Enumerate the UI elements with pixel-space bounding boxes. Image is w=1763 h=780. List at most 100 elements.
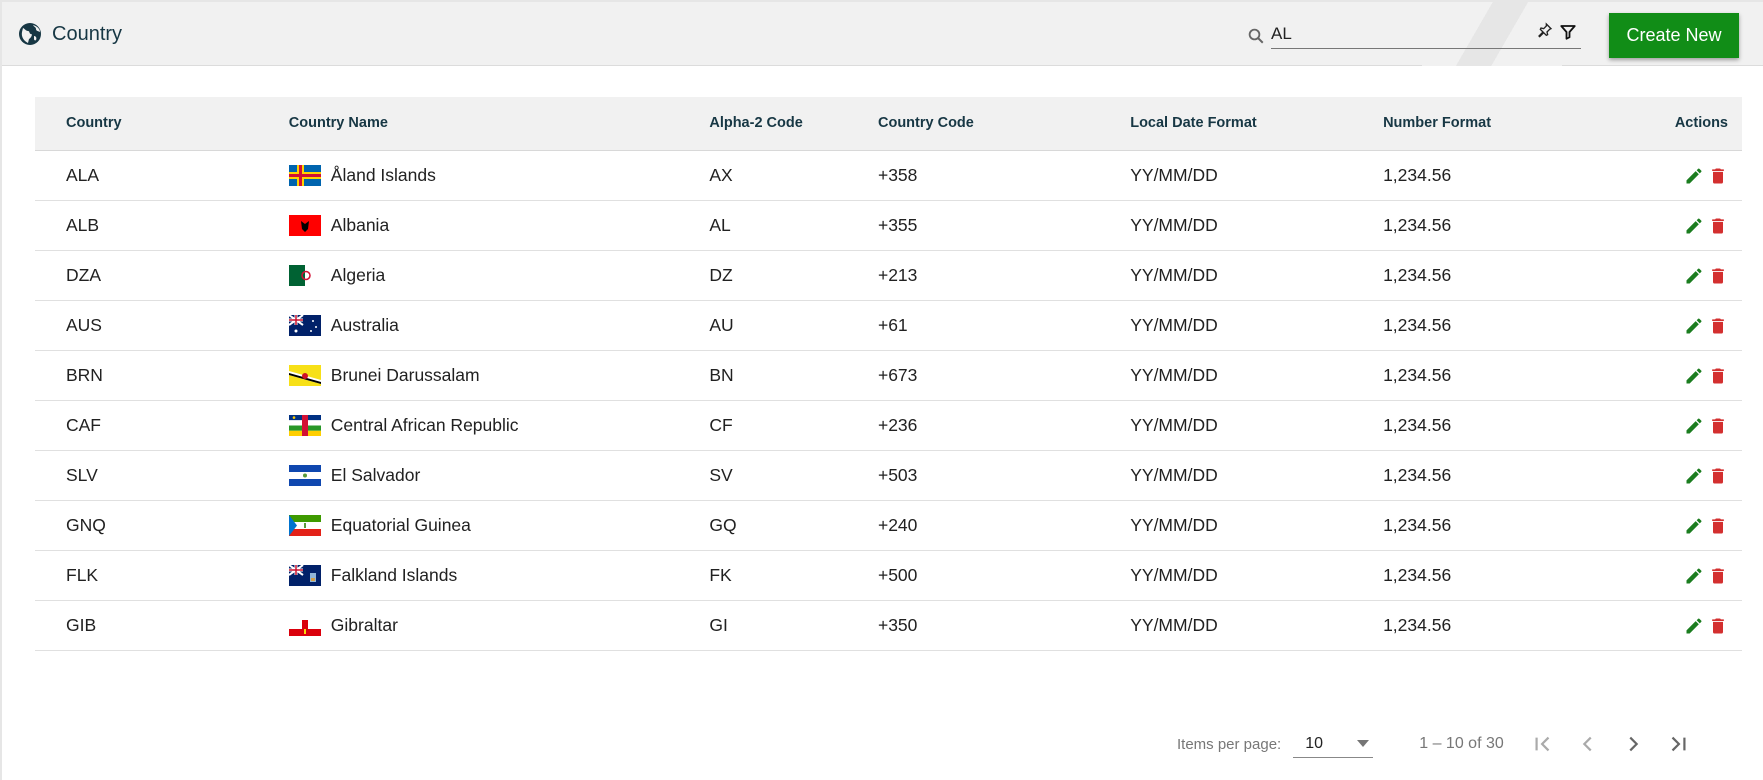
table-row: DZA Algeria DZ +213 YY/MM/DD 1,234.56	[35, 250, 1742, 301]
chevron-right-icon	[1629, 736, 1638, 752]
date-format-cell: YY/MM/DD	[1130, 500, 1384, 551]
flag-icon	[288, 464, 321, 486]
flag-icon	[288, 364, 321, 386]
country-name: Albania	[330, 214, 390, 235]
search-icon	[1248, 28, 1264, 43]
number-format-cell: 1,234.56	[1383, 350, 1675, 401]
alpha2-cell: DZ	[709, 250, 878, 301]
alpha2-cell: FK	[709, 550, 878, 601]
country-name-cell: Algeria	[288, 250, 710, 301]
country-name: Gibraltar	[330, 614, 398, 635]
date-format-cell: YY/MM/DD	[1130, 600, 1384, 651]
country-name: Brunei Darussalam	[330, 364, 480, 385]
table-row: CAF Central African Republic CF +236 YY/…	[35, 400, 1742, 451]
edit-icon[interactable]	[1684, 216, 1704, 236]
country-name-cell: Åland Islands	[288, 150, 710, 201]
previous-page-button[interactable]	[1577, 733, 1599, 755]
table-row: GIB Gibraltar GI +350 YY/MM/DD 1,234.56	[35, 600, 1742, 651]
flag-icon	[288, 614, 321, 636]
delete-icon[interactable]	[1708, 166, 1728, 186]
country-name-cell: Brunei Darussalam	[288, 350, 710, 401]
country-name: El Salvador	[330, 464, 421, 485]
country-code-cell: GIB	[35, 600, 289, 651]
number-format-cell: 1,234.56	[1383, 450, 1675, 501]
table-row: BRN Brunei Darussalam BN +673 YY/MM/DD 1…	[35, 350, 1742, 401]
edit-icon[interactable]	[1684, 616, 1704, 636]
date-format-cell: YY/MM/DD	[1130, 350, 1384, 401]
number-format-cell: 1,234.56	[1383, 550, 1675, 601]
items-per-page-value: 10	[1305, 734, 1324, 752]
delete-icon[interactable]	[1708, 416, 1728, 436]
delete-icon[interactable]	[1708, 566, 1728, 586]
delete-icon[interactable]	[1708, 466, 1728, 486]
delete-icon[interactable]	[1708, 616, 1728, 636]
first-page-button[interactable]	[1532, 733, 1554, 755]
edit-icon[interactable]	[1684, 366, 1704, 386]
table-row: ALA Åland Islands AX +358 YY/MM/DD 1,234…	[35, 150, 1742, 201]
edit-icon[interactable]	[1684, 566, 1704, 586]
number-format-cell: 1,234.56	[1383, 250, 1675, 301]
column-header: Local Date Format	[1130, 97, 1384, 151]
date-format-cell: YY/MM/DD	[1130, 450, 1384, 501]
page-title-text: Country	[52, 22, 123, 45]
alpha2-cell: SV	[709, 450, 878, 501]
number-format-cell: 1,234.56	[1383, 300, 1675, 351]
flag-icon	[288, 264, 321, 286]
table-row: FLK Falkland Islands FK +500 YY/MM/DD 1,…	[35, 550, 1742, 601]
country-name-cell: Australia	[288, 300, 710, 351]
column-header: Alpha-2 Code	[709, 97, 878, 151]
actions-cell	[1674, 600, 1742, 651]
column-header: Country	[35, 97, 289, 151]
country-name: Åland Islands	[330, 164, 436, 185]
date-format-cell: YY/MM/DD	[1130, 550, 1384, 601]
country-name-cell: Equatorial Guinea	[288, 500, 710, 551]
last-page-button[interactable]	[1667, 733, 1689, 755]
search-input[interactable]	[1271, 22, 1521, 44]
phone-code-cell: +673	[877, 350, 1131, 401]
delete-icon[interactable]	[1708, 316, 1728, 336]
flag-icon	[288, 414, 321, 436]
alpha2-cell: GQ	[709, 500, 878, 551]
date-format-cell: YY/MM/DD	[1130, 250, 1384, 301]
edit-icon[interactable]	[1684, 466, 1704, 486]
phone-code-cell: +236	[877, 400, 1131, 451]
edit-icon[interactable]	[1684, 416, 1704, 436]
delete-icon[interactable]	[1708, 216, 1728, 236]
top-bar: Country Create New	[2, 2, 1763, 66]
edit-icon[interactable]	[1684, 316, 1704, 336]
pin-icon[interactable]	[1537, 22, 1553, 38]
edit-icon[interactable]	[1684, 516, 1704, 536]
chevron-left-icon	[1582, 736, 1592, 752]
create-new-button[interactable]: Create New	[1609, 13, 1739, 58]
phone-code-cell: +240	[877, 500, 1131, 551]
delete-icon[interactable]	[1708, 266, 1728, 286]
country-code-cell: DZA	[35, 250, 289, 301]
edit-icon[interactable]	[1684, 166, 1704, 186]
edit-icon[interactable]	[1684, 266, 1704, 286]
column-header: Country Name	[288, 97, 710, 151]
delete-icon[interactable]	[1708, 366, 1728, 386]
delete-icon[interactable]	[1708, 516, 1728, 536]
flag-icon	[288, 214, 321, 236]
country-table: Country Country Name Alpha-2 Code Country C…	[35, 97, 1742, 651]
search-bar	[1247, 22, 1581, 49]
filter-icon[interactable]	[1559, 23, 1577, 41]
number-format-cell: 1,234.56	[1383, 150, 1675, 201]
page-title: Country	[18, 22, 122, 46]
items-per-page-select[interactable]: 10	[1293, 730, 1374, 758]
phone-code-cell: +358	[877, 150, 1131, 201]
alpha2-cell: BN	[709, 350, 878, 401]
table-row: ALB Albania AL +355 YY/MM/DD 1,234.56	[35, 200, 1742, 251]
country-name: Australia	[330, 314, 399, 335]
country-code-cell: ALB	[35, 200, 289, 251]
country-code-cell: GNQ	[35, 500, 289, 551]
country-name: Central African Republic	[330, 414, 519, 435]
country-code-cell: FLK	[35, 550, 289, 601]
column-header: Actions	[1674, 97, 1742, 151]
next-page-button[interactable]	[1622, 733, 1644, 755]
flag-icon	[288, 514, 321, 536]
globe-icon	[19, 23, 41, 45]
actions-cell	[1674, 300, 1742, 351]
actions-cell	[1674, 450, 1742, 501]
date-format-cell: YY/MM/DD	[1130, 300, 1384, 351]
